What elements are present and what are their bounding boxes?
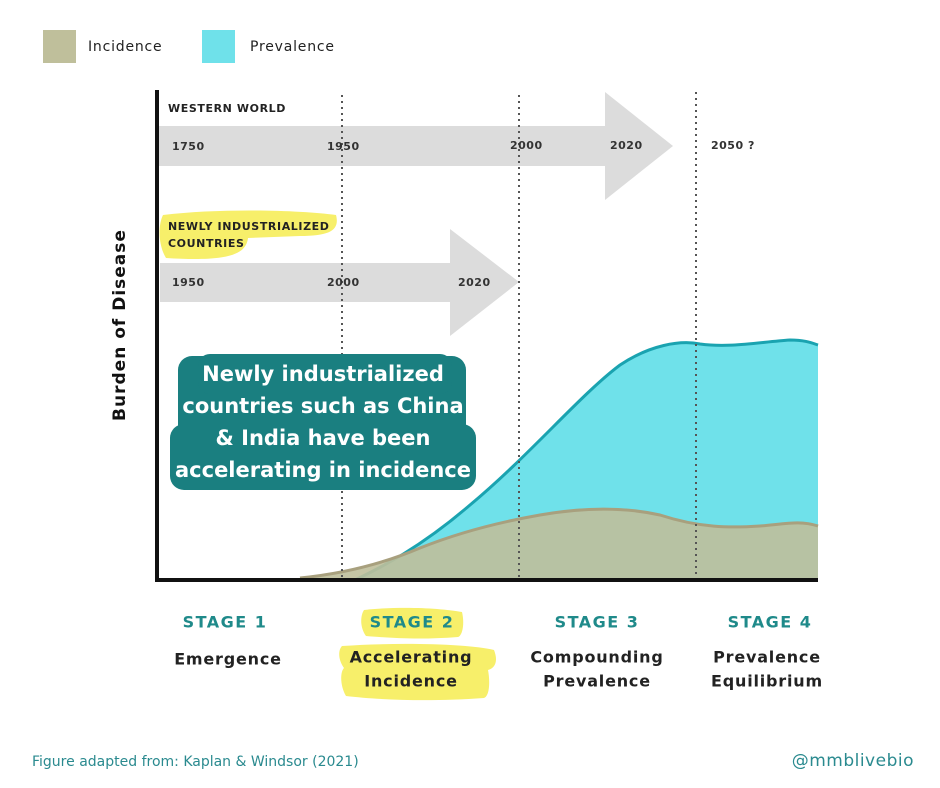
highlight — [339, 643, 496, 701]
legend-label: Incidence — [88, 39, 162, 55]
y-axis-label: Burden of Disease — [110, 229, 130, 421]
stage-number: STAGE 4 — [728, 613, 813, 632]
stage-name: Prevalence — [543, 672, 651, 691]
stage-number: STAGE 2 — [370, 613, 455, 632]
year: 2050 ? — [711, 139, 755, 152]
legend-swatch — [43, 30, 76, 63]
callout-box — [170, 424, 476, 490]
callout-text: accelerating in incidence — [175, 458, 471, 482]
stage-name: Emergence — [174, 650, 282, 669]
callout-text: & India have been — [216, 426, 431, 450]
incidence-line — [299, 507, 819, 580]
source-note: Figure adapted from: Kaplan & Windsor (2… — [32, 754, 359, 770]
stage-dividers — [341, 92, 697, 582]
callout-text: Newly industrialized — [202, 362, 444, 386]
stage-number: STAGE 3 — [555, 613, 640, 632]
timeline-arrow — [157, 92, 673, 200]
timeline-label: NEWLY INDUSTRIALIZED — [168, 220, 330, 233]
year: 2000 — [327, 276, 360, 289]
stage-name: Prevalence — [713, 648, 821, 667]
timeline-arrow — [160, 229, 519, 336]
year: 1950 — [327, 140, 360, 153]
stage-number: STAGE 1 — [183, 613, 268, 632]
callout-text: countries such as China — [182, 394, 463, 418]
year: 2020 — [458, 276, 491, 289]
incidence-area — [300, 508, 818, 580]
stage-name: Equilibrium — [711, 672, 823, 691]
stage-name: Incidence — [364, 672, 458, 691]
highlight — [361, 607, 464, 639]
legend-swatch — [202, 30, 235, 63]
year: 2020 — [610, 139, 643, 152]
prevalence-area — [355, 340, 818, 580]
stage-name: Accelerating — [350, 648, 473, 667]
timeline-label: WESTERN WORLD — [168, 102, 286, 115]
callout-box — [198, 354, 452, 394]
handle: @mmblivebio — [792, 751, 914, 771]
highlight — [159, 210, 337, 260]
year: 1750 — [172, 140, 205, 153]
prevalence-line — [354, 338, 819, 582]
stage-name: Compounding — [530, 648, 663, 667]
year: 1950 — [172, 276, 205, 289]
legend-label: Prevalence — [250, 39, 335, 55]
timeline-label: COUNTRIES — [168, 237, 244, 250]
year: 2000 — [510, 139, 543, 152]
